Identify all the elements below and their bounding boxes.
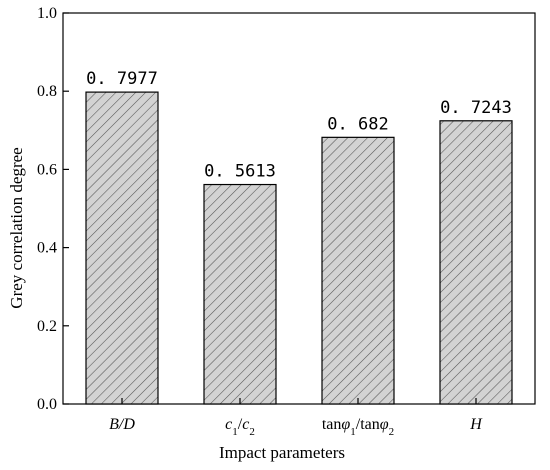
x-tick-label: c1/c2 bbox=[225, 416, 255, 438]
bar-value-label: 0. 7243 bbox=[440, 98, 512, 118]
x-tick-label: B/D bbox=[109, 416, 135, 433]
x-tick-label: tanφ1/tanφ2 bbox=[322, 416, 394, 438]
bar-value-label: 0. 7977 bbox=[86, 69, 158, 89]
bar bbox=[203, 183, 277, 405]
y-axis-title: Grey correlation degree bbox=[7, 147, 26, 308]
y-tick-label: 0.8 bbox=[37, 83, 57, 100]
y-tick-label: 0.0 bbox=[37, 396, 57, 413]
y-tick-label: 0.4 bbox=[37, 240, 57, 257]
bar bbox=[321, 136, 395, 405]
bar bbox=[439, 120, 513, 405]
y-tick-label: 0.2 bbox=[37, 318, 57, 335]
x-tick-label: H bbox=[469, 416, 483, 433]
y-tick-label: 1.0 bbox=[37, 5, 57, 22]
bar-value-label: 0. 5613 bbox=[204, 162, 276, 182]
x-axis-title: Impact parameters bbox=[219, 443, 345, 462]
y-tick-label: 0.6 bbox=[37, 161, 57, 178]
plot-frame bbox=[62, 12, 536, 405]
bar bbox=[85, 91, 159, 405]
bar-value-label: 0. 682 bbox=[327, 114, 388, 134]
